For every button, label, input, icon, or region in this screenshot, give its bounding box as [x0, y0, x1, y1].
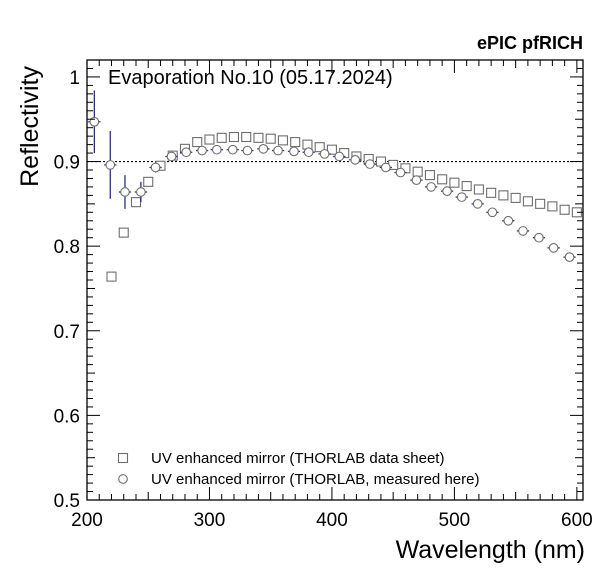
tick-labels: 200 300 400 500 600 0.5 0.6 0.7 0.8 0.9 1 — [54, 68, 593, 531]
data-point — [411, 175, 422, 186]
data-point — [314, 142, 325, 153]
header-label: ePIC pfRICH — [477, 33, 583, 53]
data-point — [487, 207, 498, 218]
data-point — [211, 144, 222, 155]
data-point — [518, 226, 528, 236]
data-point — [290, 137, 301, 148]
x-tick-label: 400 — [316, 510, 348, 531]
series-1 — [106, 131, 582, 282]
data-point — [535, 198, 546, 209]
data-point — [510, 192, 521, 203]
data-point — [166, 151, 177, 162]
plot-background — [87, 60, 583, 500]
y-tick-label: 1 — [69, 68, 80, 89]
data-point — [120, 187, 130, 197]
data-point — [375, 156, 386, 167]
data-point — [181, 147, 192, 158]
data-point — [265, 133, 276, 144]
data-point — [242, 145, 253, 156]
data-point — [136, 187, 146, 197]
data-point — [334, 151, 345, 162]
data-point — [473, 184, 484, 195]
legend-label: UV enhanced mirror (THORLAB, measured he… — [151, 471, 479, 488]
data-point — [319, 149, 330, 159]
data-point — [486, 187, 497, 198]
data-point — [216, 132, 227, 143]
data-point — [426, 182, 436, 192]
y-tick-label: 0.5 — [54, 491, 80, 512]
x-tick-label: 300 — [194, 510, 226, 531]
chart-title: Evaporation No.10 (05.17.2024) — [108, 67, 393, 89]
x-tick-label: 500 — [439, 510, 471, 531]
axis-ticks — [86, 59, 583, 501]
x-tick-label: 600 — [561, 510, 593, 531]
data-point — [365, 159, 375, 169]
data-point — [380, 162, 391, 173]
series-layer — [88, 90, 582, 282]
y-axis-title: Reflectivity — [16, 66, 44, 187]
x-tick-label: 200 — [71, 510, 103, 531]
data-point — [197, 145, 207, 156]
data-point — [503, 215, 514, 226]
data-point — [258, 143, 269, 154]
data-point — [289, 146, 299, 157]
data-point — [303, 147, 314, 158]
data-point — [228, 131, 240, 143]
data-point — [534, 232, 544, 243]
data-point — [449, 177, 460, 188]
data-point — [564, 252, 575, 263]
data-point — [559, 204, 570, 215]
y-tick-label: 0.7 — [54, 322, 80, 343]
data-point — [150, 162, 161, 173]
data-point — [192, 137, 203, 148]
data-point — [548, 242, 559, 253]
data-point — [130, 197, 142, 208]
y-tick-label: 0.6 — [54, 406, 80, 427]
data-point — [227, 144, 238, 155]
data-point — [395, 167, 406, 178]
data-point — [253, 132, 264, 143]
data-point — [456, 192, 467, 202]
data-point — [412, 166, 423, 177]
y-tick-label: 0.9 — [54, 153, 80, 174]
legend-marker — [118, 474, 128, 484]
data-point — [424, 170, 435, 181]
plot-area — [87, 60, 583, 500]
data-point — [277, 135, 289, 146]
data-point — [326, 144, 337, 155]
data-point — [522, 196, 533, 207]
legend-marker — [117, 452, 129, 464]
data-point — [350, 154, 361, 165]
data-point — [273, 145, 283, 156]
series-2 — [88, 90, 576, 263]
data-point — [498, 190, 509, 201]
y-tick-label: 0.8 — [54, 237, 80, 258]
legend: UV enhanced mirror (THORLAB data sheet) U… — [117, 450, 479, 488]
data-point — [437, 174, 448, 185]
data-point — [106, 271, 117, 282]
data-point — [143, 176, 154, 187]
x-axis-title: Wavelength (nm) — [396, 536, 585, 564]
data-point — [118, 227, 129, 238]
data-point — [547, 201, 558, 212]
data-point — [472, 198, 483, 209]
data-point — [105, 160, 116, 170]
legend-label: UV enhanced mirror (THORLAB data sheet) — [151, 450, 444, 467]
data-point — [204, 134, 215, 145]
data-point — [461, 181, 472, 192]
data-point — [241, 131, 252, 143]
data-point — [442, 186, 452, 197]
